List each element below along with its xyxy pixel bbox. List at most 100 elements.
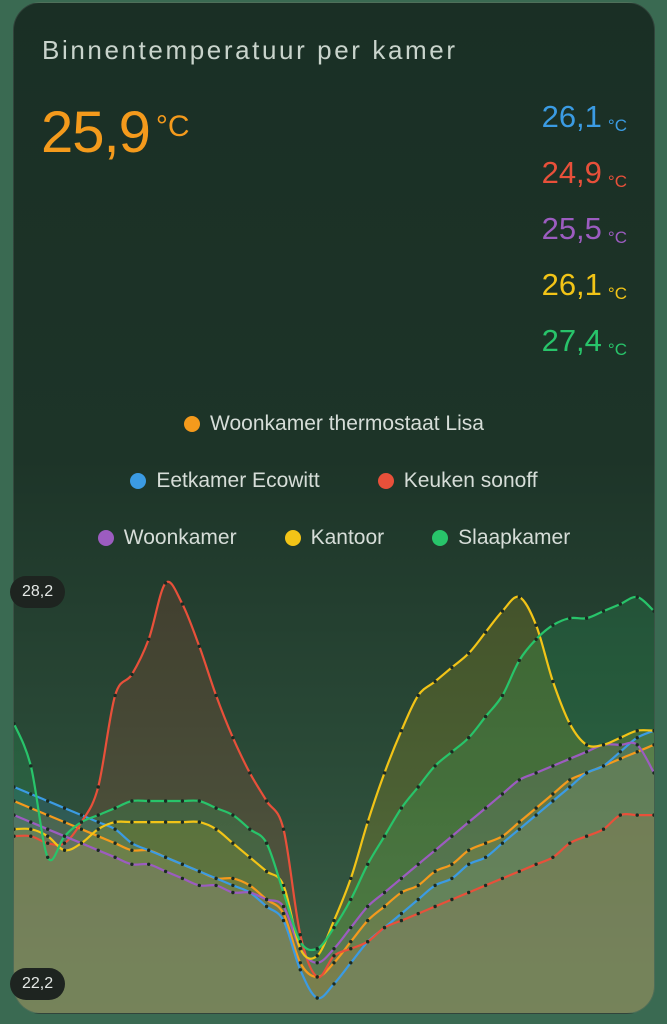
legend-dot-icon bbox=[377, 472, 394, 489]
data-point bbox=[467, 820, 471, 824]
data-point bbox=[551, 764, 555, 768]
data-point bbox=[315, 996, 319, 1000]
data-point bbox=[450, 834, 454, 838]
legend-item-slaapkamer[interactable]: Slaapkamer bbox=[432, 526, 570, 550]
data-point bbox=[14, 799, 16, 803]
data-point bbox=[264, 904, 269, 909]
legend-label: Eetkamer Ecowitt bbox=[156, 468, 320, 492]
data-point bbox=[450, 897, 454, 902]
data-point bbox=[62, 848, 67, 852]
data-point bbox=[500, 876, 505, 881]
series-area-0 bbox=[14, 744, 654, 1013]
data-point bbox=[416, 883, 420, 888]
data-point bbox=[79, 827, 84, 831]
chart-legend: Woonkamer thermostaat Lisa Eetkamer Ecow… bbox=[14, 395, 654, 566]
data-point bbox=[315, 975, 319, 979]
data-point bbox=[147, 799, 151, 803]
legend-row: Woonkamer thermostaat Lisa bbox=[14, 395, 654, 452]
data-point bbox=[298, 940, 302, 944]
series-area-1 bbox=[14, 730, 654, 1013]
data-point bbox=[248, 855, 252, 859]
data-point bbox=[14, 785, 16, 789]
data-point bbox=[500, 834, 505, 838]
data-point bbox=[147, 862, 151, 866]
sensor-temp-unit: °C bbox=[607, 340, 627, 359]
data-point bbox=[517, 820, 521, 824]
data-point bbox=[483, 841, 488, 845]
data-point bbox=[433, 883, 437, 888]
temperature-graph[interactable] bbox=[14, 573, 654, 1013]
sensor-temp-value: 26,1 bbox=[541, 267, 602, 302]
data-point bbox=[332, 982, 336, 986]
legend-item-eetkamer-ecowitt[interactable]: Eetkamer Ecowitt bbox=[130, 468, 320, 493]
data-point bbox=[62, 834, 67, 838]
data-point bbox=[399, 911, 404, 916]
data-point bbox=[62, 806, 67, 810]
data-point bbox=[399, 890, 404, 895]
data-point bbox=[467, 862, 471, 866]
data-point bbox=[433, 679, 437, 684]
data-point bbox=[62, 820, 67, 824]
sensor-temperature-list: 26,1 °C 24,9 °C 25,5 °C 26,1 °C 27,4 °C bbox=[542, 99, 627, 379]
data-point bbox=[29, 764, 33, 768]
data-point bbox=[568, 778, 572, 782]
data-point bbox=[281, 911, 286, 916]
data-point bbox=[197, 820, 201, 824]
sensor-temp-unit: °C bbox=[607, 284, 627, 303]
series-area-5 bbox=[14, 596, 654, 1013]
data-point bbox=[332, 925, 336, 930]
data-point bbox=[551, 799, 555, 803]
data-point bbox=[517, 778, 521, 782]
data-point bbox=[517, 658, 521, 663]
data-point bbox=[399, 876, 404, 881]
data-point bbox=[130, 799, 134, 803]
data-point bbox=[349, 876, 353, 881]
data-point bbox=[29, 827, 33, 831]
data-point bbox=[46, 813, 50, 817]
data-point bbox=[281, 904, 286, 909]
data-point bbox=[180, 602, 185, 606]
legend-label: Keuken sonoff bbox=[403, 468, 538, 492]
data-point bbox=[130, 841, 134, 845]
data-point bbox=[315, 947, 319, 951]
data-point bbox=[635, 743, 639, 747]
data-point bbox=[366, 918, 370, 923]
legend-item-thermostaat-lisa[interactable]: Woonkamer thermostaat Lisa bbox=[184, 412, 484, 436]
data-point bbox=[568, 757, 572, 761]
data-point bbox=[551, 855, 555, 859]
data-point bbox=[214, 876, 218, 881]
data-point bbox=[130, 848, 134, 852]
data-point bbox=[467, 890, 471, 895]
data-point bbox=[652, 813, 654, 817]
data-point bbox=[635, 736, 639, 740]
data-point bbox=[214, 806, 218, 810]
data-point bbox=[214, 827, 218, 831]
data-point bbox=[450, 876, 454, 881]
data-point bbox=[248, 771, 252, 775]
data-point bbox=[399, 806, 404, 810]
data-point bbox=[14, 722, 16, 726]
data-point bbox=[349, 961, 353, 965]
data-point bbox=[14, 813, 16, 817]
sensor-temp-value: 25,5 bbox=[541, 211, 602, 246]
data-point bbox=[264, 897, 269, 902]
data-point bbox=[366, 940, 370, 944]
main-temperature-unit: °C bbox=[155, 110, 190, 143]
data-point bbox=[264, 799, 269, 803]
data-point bbox=[163, 581, 168, 585]
legend-item-woonkamer[interactable]: Woonkamer bbox=[97, 526, 237, 550]
legend-item-kantoor[interactable]: Kantoor bbox=[284, 526, 384, 550]
data-point bbox=[298, 968, 302, 972]
data-point bbox=[635, 813, 639, 817]
data-point bbox=[281, 827, 286, 831]
data-point bbox=[46, 855, 50, 859]
series-line-2[interactable] bbox=[14, 580, 654, 979]
data-point bbox=[568, 841, 572, 845]
data-point bbox=[467, 651, 471, 655]
data-point bbox=[366, 820, 370, 824]
legend-label: Woonkamer thermostaat Lisa bbox=[210, 411, 484, 435]
temperature-card[interactable]: Binnentemperatuur per kamer 25,9 °C 26,1 °… bbox=[13, 2, 655, 1014]
legend-item-keuken-sonoff[interactable]: Keuken sonoff bbox=[377, 468, 538, 493]
data-point bbox=[180, 820, 185, 824]
sensor-temp-unit: °C bbox=[607, 116, 627, 135]
